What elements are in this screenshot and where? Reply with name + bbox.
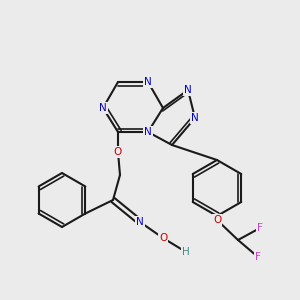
Text: H: H [182,247,190,257]
Text: N: N [99,103,107,113]
Text: F: F [255,252,261,262]
Text: N: N [136,217,144,227]
Text: N: N [144,77,152,87]
Text: N: N [191,113,199,123]
Text: F: F [257,223,263,233]
Text: N: N [144,127,152,137]
Text: O: O [213,215,221,225]
Text: O: O [159,233,167,243]
Text: O: O [114,147,122,157]
Text: N: N [184,85,192,95]
